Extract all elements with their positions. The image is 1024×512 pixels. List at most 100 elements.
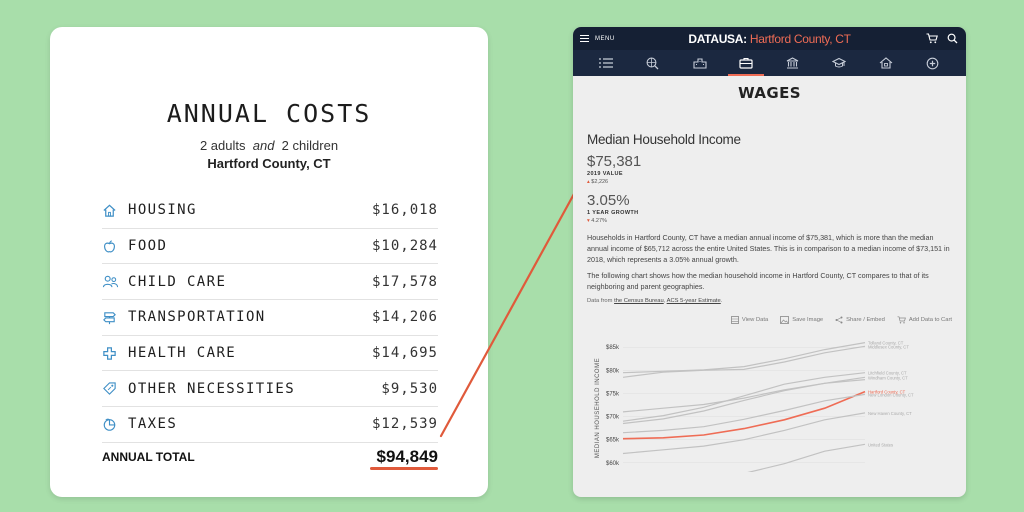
annual-total-label: ANNUAL TOTAL xyxy=(102,450,195,464)
cost-value: $10,284 xyxy=(371,238,438,255)
cost-list: HOUSING $16,018 FOOD $10,284 CHILD CARE … xyxy=(102,193,438,443)
series-label: Middlesex County, CT xyxy=(868,344,909,349)
up-arrow-icon: ▴ xyxy=(587,179,590,185)
series-label: New Haven County, CT xyxy=(868,411,912,416)
card-title: ANNUAL COSTS xyxy=(166,99,372,128)
y-axis-label: MEDIAN HOUSEHOLD INCOME xyxy=(595,358,601,458)
stat-2019-label: 2019 VALUE xyxy=(587,171,623,177)
cost-row-other-necessities: OTHER NECESSITIES $9,530 xyxy=(102,371,438,408)
annual-costs-card: ANNUAL COSTS 2 adults and 2 children Har… xyxy=(50,27,488,497)
cost-row-transportation: TRANSPORTATION $14,206 xyxy=(102,300,438,336)
cost-label: FOOD xyxy=(128,238,168,255)
cost-value: $16,018 xyxy=(371,202,438,219)
y-tick-label: $80k xyxy=(606,368,620,374)
cart-add-icon xyxy=(897,316,906,324)
annual-total-row: ANNUAL TOTAL $94,849 xyxy=(102,447,438,467)
stat-growth-delta: ▾ 4.27% xyxy=(587,218,952,224)
signpost-icon xyxy=(102,308,128,326)
cost-label: OTHER NECESSITIES xyxy=(128,380,296,397)
cost-value: $17,578 xyxy=(371,273,438,290)
source-link-census[interactable]: the Census Bureau xyxy=(614,298,664,304)
image-icon xyxy=(780,316,790,324)
people-icon xyxy=(102,273,128,291)
cart-icon[interactable] xyxy=(926,31,938,49)
cost-label: CHILD CARE xyxy=(128,273,227,290)
cost-row-child-care: CHILD CARE $17,578 xyxy=(102,264,438,301)
add-to-cart-button[interactable]: Add Data to Cart xyxy=(897,316,952,324)
section-title: WAGES xyxy=(738,84,801,102)
site-brand[interactable]: DATAUSA: Hartford County, CT xyxy=(573,32,966,46)
series-line[interactable] xyxy=(622,342,866,374)
home-icon[interactable] xyxy=(874,50,898,76)
series-line[interactable] xyxy=(622,345,866,378)
bank-icon[interactable] xyxy=(781,50,805,76)
list-icon[interactable] xyxy=(594,50,618,76)
series-line[interactable] xyxy=(622,412,866,455)
chart-actions: View Data Save Image Share / Embed Add D… xyxy=(587,316,952,324)
data-source: Data from the Census Bureau, ACS 5-year … xyxy=(587,298,723,304)
share-embed-button[interactable]: Share / Embed xyxy=(835,316,885,324)
cost-value: $14,206 xyxy=(371,309,438,326)
briefcase-icon[interactable] xyxy=(728,50,765,76)
table-icon xyxy=(730,316,739,324)
pie-icon xyxy=(102,415,128,433)
view-data-label: View Data xyxy=(741,317,769,323)
section-nav xyxy=(573,50,966,76)
and-word: and xyxy=(252,138,275,153)
city-icon[interactable] xyxy=(688,50,712,76)
y-tick-label: $65k xyxy=(606,438,620,444)
cost-row-taxes: TAXES $12,539 xyxy=(102,407,438,443)
y-tick-label: $70k xyxy=(606,415,620,421)
y-tick-label: $75k xyxy=(606,391,620,397)
wages-content: Median Household Income $75,381 2019 VAL… xyxy=(573,132,966,487)
brand-place: Hartford County, CT xyxy=(749,31,851,46)
stat-growth-value: 3.05% xyxy=(587,192,630,209)
brand-name: DATAUSA: xyxy=(688,31,747,46)
stat-2019-value: $75,381 xyxy=(587,153,642,170)
series-line[interactable] xyxy=(622,443,866,487)
graduation-cap-icon[interactable] xyxy=(827,50,851,76)
menu-button[interactable]: MENU xyxy=(580,35,615,42)
cost-row-health-care: HEALTH CARE $14,695 xyxy=(102,336,438,372)
total-underline xyxy=(370,467,438,470)
cost-row-housing: HOUSING $16,018 xyxy=(102,193,438,229)
source-link-acs[interactable]: ACS 5-year Estimate xyxy=(666,298,721,304)
children-count: 2 xyxy=(281,138,289,153)
cost-label: TAXES xyxy=(128,416,178,433)
source-prefix: Data from xyxy=(587,298,613,304)
stat-title: Median Household Income xyxy=(587,132,741,147)
series-line[interactable] xyxy=(622,393,866,434)
health-icon[interactable] xyxy=(921,50,945,76)
income-chart: MEDIAN HOUSEHOLD INCOME $85k $80k $75k $70k $… xyxy=(587,332,952,487)
cost-row-food: FOOD $10,284 xyxy=(102,229,438,265)
series-line[interactable] xyxy=(622,372,866,422)
series-line[interactable] xyxy=(622,379,866,413)
save-image-label: Save Image xyxy=(792,317,824,323)
down-arrow-icon: ▾ xyxy=(587,218,590,224)
cost-value: $12,539 xyxy=(371,416,438,433)
source-suffix: . xyxy=(720,298,723,304)
adults-word: adults xyxy=(210,138,246,153)
series-label: Litchfield County, CT xyxy=(868,371,907,376)
household-description: 2 adults and 2 children xyxy=(50,138,488,153)
card-location: Hartford County, CT xyxy=(207,156,331,171)
y-tick-label: $85k xyxy=(606,345,620,351)
search-globe-icon[interactable] xyxy=(641,50,665,76)
stat-growth-delta-value: 4.27% xyxy=(591,218,607,224)
cost-value: $9,530 xyxy=(381,380,438,397)
series-label: New London County, CT xyxy=(868,392,914,397)
view-data-button[interactable]: View Data xyxy=(730,316,769,324)
datausa-screenshot: MENU DATAUSA: Hartford County, CT xyxy=(573,27,966,497)
series-line[interactable] xyxy=(622,390,866,440)
top-navbar: MENU DATAUSA: Hartford County, CT xyxy=(573,27,966,50)
top-icons xyxy=(926,31,958,49)
house-icon xyxy=(102,201,128,219)
income-line-chart: MEDIAN HOUSEHOLD INCOME $85k $80k $75k $70k $… xyxy=(595,341,914,487)
adults-count: 2 xyxy=(199,138,208,153)
description-paragraph: Households in Hartford County, CT have a… xyxy=(587,233,950,264)
save-image-button[interactable]: Save Image xyxy=(780,316,823,324)
cost-value: $14,695 xyxy=(371,345,438,362)
y-tick-label: $60k xyxy=(606,461,620,467)
search-icon[interactable] xyxy=(947,31,958,49)
cost-label: HOUSING xyxy=(128,202,197,219)
